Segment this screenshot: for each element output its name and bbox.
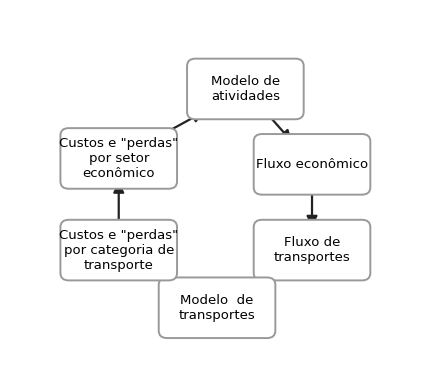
Text: Custos e "perdas"
por setor
econômico: Custos e "perdas" por setor econômico bbox=[59, 137, 178, 180]
Text: Fluxo de
transportes: Fluxo de transportes bbox=[273, 236, 350, 264]
FancyBboxPatch shape bbox=[60, 220, 177, 280]
FancyBboxPatch shape bbox=[254, 134, 370, 195]
Text: Modelo de
atividades: Modelo de atividades bbox=[211, 75, 280, 103]
Text: Custos e "perdas"
por categoria de
transporte: Custos e "perdas" por categoria de trans… bbox=[59, 228, 178, 271]
FancyBboxPatch shape bbox=[159, 278, 275, 338]
FancyBboxPatch shape bbox=[187, 59, 304, 119]
FancyBboxPatch shape bbox=[60, 128, 177, 189]
Text: Fluxo econômico: Fluxo econômico bbox=[256, 158, 368, 171]
Text: Modelo  de
transportes: Modelo de transportes bbox=[179, 294, 255, 322]
FancyBboxPatch shape bbox=[254, 220, 370, 280]
